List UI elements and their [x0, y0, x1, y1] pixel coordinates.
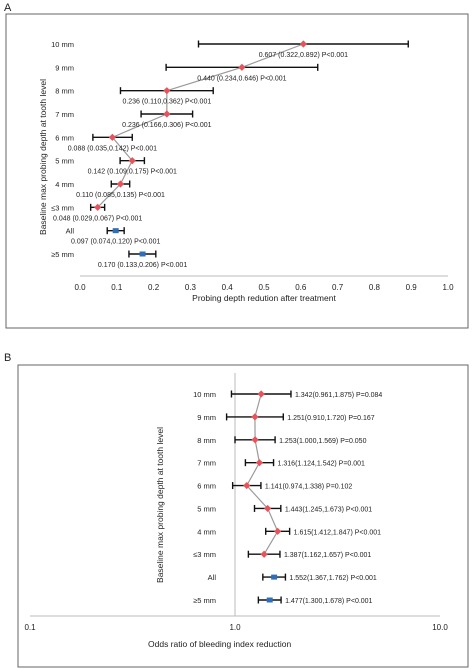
chart-b-frame — [17, 364, 469, 668]
chart-b-category-label: All — [208, 573, 217, 582]
chart-b-value-label: 1.316(1.124,1.542) P=0.001 — [278, 461, 365, 468]
chart-a-category-label: 7 mm — [55, 110, 74, 119]
chart-a-frame — [5, 13, 469, 329]
chart-a-value-label: 0.236 (0.166,0.306) P<0.001 — [122, 122, 211, 129]
chart-a-data-point — [163, 87, 171, 95]
chart-a-trend-line — [97, 43, 304, 208]
chart-a-summary-point — [112, 228, 119, 234]
chart-b-tick-label: 1.0 — [229, 623, 241, 632]
chart-b-data-point — [243, 481, 251, 490]
chart-a-category-label: 8 mm — [55, 87, 74, 96]
chart-a-x-label: Probing depth redution after treatment — [192, 293, 336, 303]
chart-b-category-label: ≥5 mm — [193, 596, 216, 605]
chart-b-value-label: 1.477(1.300,1.678) P<0.001 — [285, 598, 372, 605]
chart-b-category-label: ≤3 mm — [193, 550, 216, 559]
chart-b-trend-line — [246, 393, 279, 555]
chart-a-value-label: 0.142 (0.109,0.175) P<0.001 — [88, 169, 177, 176]
chart-a-tick-label: 0.5 — [258, 283, 270, 292]
chart-b-value-label: 1.615(1.412,1.847) P<0.001 — [294, 529, 381, 536]
chart-a-tick-label: 1.0 — [442, 283, 454, 292]
chart-b-data-point — [264, 504, 272, 513]
chart-a-summary-point — [139, 251, 146, 257]
chart-a-value-label: 0.440 (0.234,0.646) P<0.001 — [197, 75, 286, 82]
chart-b-data-point — [255, 459, 264, 467]
chart-a-tick-label: 0.8 — [369, 283, 381, 292]
chart-a-category-label: ≤3 mm — [51, 203, 74, 212]
chart-a-value-label: 0.110 (0.085,0.135) P<0.001 — [76, 192, 165, 199]
chart-a-tick-label: 0.0 — [74, 283, 86, 292]
chart-b-x-label: Odds ratio of bleeding index reduction — [148, 639, 291, 649]
chart-a-data-point — [108, 133, 116, 141]
chart-b-category-label: 8 mm — [197, 436, 216, 445]
chart-a-category-label: 4 mm — [55, 180, 74, 189]
chart-a-data-point — [94, 203, 102, 211]
chart-b-data-point — [260, 550, 268, 558]
chart-b-value-label: 1.253(1.000,1.569) P=0.050 — [279, 438, 366, 445]
chart-b-category-label: 9 mm — [197, 413, 216, 422]
chart-b-data-point — [257, 390, 265, 398]
chart-a-data-point — [238, 63, 246, 71]
chart-b-value-label: 1.342(0.961,1.875) P=0.084 — [295, 392, 382, 399]
chart-b-summary-point — [271, 574, 278, 580]
chart-a-data-point — [163, 110, 171, 118]
chart-a-value-label: 0.097 (0.074,0.120) P<0.001 — [71, 239, 160, 246]
chart-b-value-label: 1.443(1.245,1.673) P<0.001 — [285, 506, 372, 513]
forest-plot-a: 0.0 0.1 0.2 0.3 0.4 0.5 0.6 0.7 0.8 0.9 1.0 Probing… — [5, 13, 469, 329]
chart-b-value-label: 1.251(0.910,1.720) P=0.167 — [287, 415, 374, 422]
chart-a-category-label: 6 mm — [55, 133, 74, 142]
chart-a-data-point — [128, 157, 136, 165]
chart-b-category-label: 5 mm — [197, 504, 216, 513]
chart-a-data-point — [299, 40, 307, 48]
forest-plot-b: 0.1 1.0 10.0 Odds ratio of bleeding index r… — [17, 364, 469, 668]
chart-a-data-point — [116, 180, 125, 188]
chart-a-tick-label: 0.3 — [185, 283, 197, 292]
chart-b-tick-label: 10.0 — [432, 623, 448, 632]
chart-a-tick-label: 0.9 — [406, 283, 418, 292]
chart-b-summary-point — [266, 597, 273, 603]
chart-a-y-label: Baseline max probing depth at tooth leve… — [38, 79, 48, 235]
chart-a-tick-label: 0.2 — [148, 283, 160, 292]
chart-a-tick-label: 0.1 — [111, 283, 123, 292]
chart-b-y-label: Baseline max probing depth at tooth leve… — [155, 427, 165, 583]
chart-b-tick-label: 0.1 — [24, 623, 36, 632]
chart-a-category-label: 5 mm — [55, 157, 74, 166]
chart-b-value-label: 1.141(0.974,1.338) P=0.102 — [265, 484, 352, 491]
chart-a-category-label: 9 mm — [55, 63, 74, 72]
chart-a-tick-label: 0.7 — [332, 283, 344, 292]
chart-a-category-label: 10 mm — [51, 40, 74, 49]
chart-a-tick-label: 0.4 — [222, 283, 234, 292]
chart-b-category-label: 7 mm — [197, 459, 216, 468]
chart-a-value-label: 0.170 (0.133,0.206) P<0.001 — [98, 262, 187, 269]
panel-b-letter: B — [4, 352, 12, 364]
chart-b-category-label: 4 mm — [197, 527, 216, 536]
chart-a-value-label: 0.048 (0.029,0.067) P<0.001 — [53, 215, 142, 222]
panel-a-letter: A — [4, 2, 12, 14]
chart-b-value-label: 1.387(1.162,1.657) P<0.001 — [284, 552, 371, 559]
chart-b-value-label: 1.552(1.367,1.762) P<0.001 — [289, 575, 376, 582]
chart-b-category-label: 10 mm — [193, 390, 216, 399]
chart-a-value-label: 0.607 (0.322,0.892) P<0.001 — [259, 52, 348, 59]
chart-a-category-label: ≥5 mm — [51, 250, 74, 259]
chart-b-category-label: 6 mm — [197, 482, 216, 491]
chart-a-tick-label: 0.6 — [295, 283, 307, 292]
chart-a-category-label: All — [66, 227, 75, 236]
chart-a-value-label: 0.236 (0.110,0.362) P<0.001 — [122, 99, 211, 106]
chart-a-value-label: 0.088 (0.035,0.142) P<0.001 — [68, 145, 157, 152]
